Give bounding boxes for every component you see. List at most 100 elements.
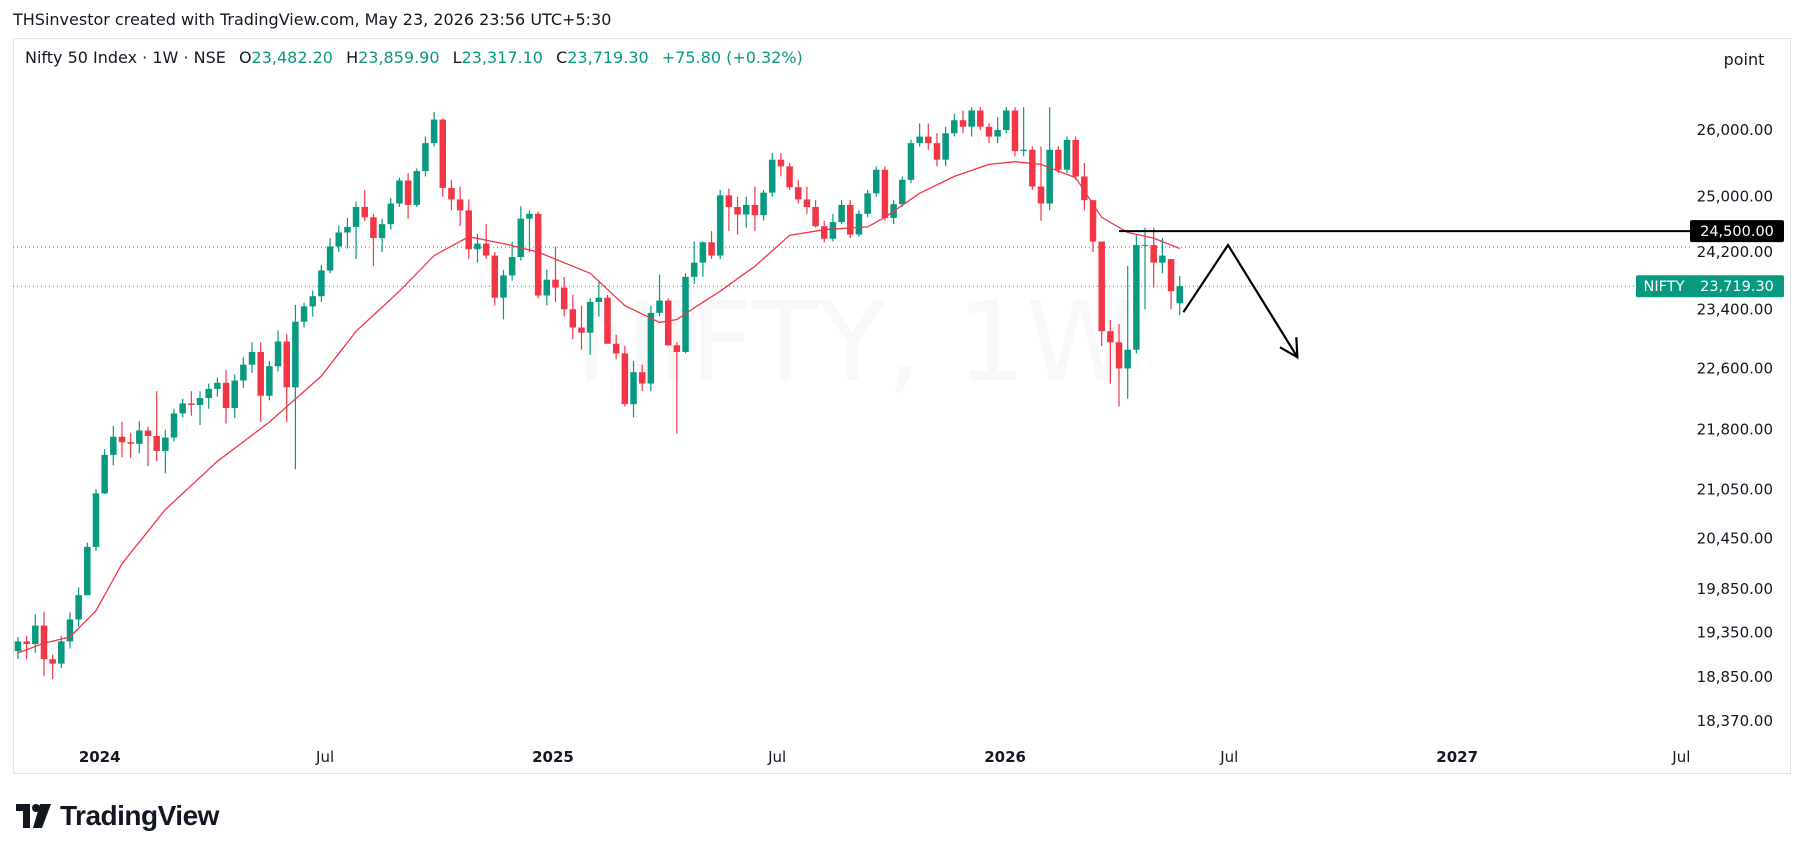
candle[interactable] (855, 210, 863, 237)
candle[interactable] (664, 298, 672, 346)
ohlc-legend[interactable]: Nifty 50 Index · 1W · NSE O23,482.20 H23… (25, 48, 803, 67)
candle[interactable] (768, 153, 776, 197)
candle[interactable] (231, 374, 238, 419)
candle[interactable] (578, 305, 585, 350)
candle[interactable] (569, 294, 577, 340)
symbol-info[interactable]: Nifty 50 Index · 1W · NSE (25, 48, 226, 67)
candle[interactable] (543, 269, 551, 306)
candle[interactable] (1176, 276, 1183, 316)
candle[interactable] (734, 196, 741, 235)
candle[interactable] (1159, 238, 1166, 274)
candle[interactable] (361, 189, 368, 221)
candle[interactable] (196, 391, 204, 426)
candle[interactable] (534, 211, 542, 299)
candle[interactable] (968, 107, 975, 137)
candle[interactable] (482, 224, 490, 260)
candle[interactable] (1029, 146, 1036, 190)
candle[interactable] (439, 118, 447, 197)
candle[interactable] (786, 163, 793, 190)
candle[interactable] (344, 217, 351, 249)
candle[interactable] (448, 179, 455, 211)
candle[interactable] (951, 113, 958, 137)
candle[interactable] (491, 252, 499, 306)
candle[interactable] (526, 210, 533, 253)
candle[interactable] (794, 179, 802, 204)
candle[interactable] (760, 189, 767, 221)
candle[interactable] (560, 276, 568, 317)
candle[interactable] (977, 107, 984, 130)
candle[interactable] (1020, 107, 1027, 157)
candle[interactable] (58, 636, 65, 669)
candle[interactable] (916, 123, 923, 147)
candle[interactable] (335, 225, 342, 253)
candle[interactable] (370, 213, 377, 267)
candle[interactable] (222, 369, 230, 424)
candle[interactable] (1072, 136, 1079, 180)
candle[interactable] (14, 636, 22, 660)
candle[interactable] (326, 238, 334, 274)
candle[interactable] (1141, 227, 1149, 310)
candle[interactable] (621, 345, 629, 407)
candle[interactable] (110, 425, 117, 466)
candle[interactable] (214, 377, 221, 397)
candle[interactable] (1089, 200, 1097, 253)
candle[interactable] (378, 218, 386, 253)
candle[interactable] (84, 542, 91, 596)
candle[interactable] (465, 199, 473, 260)
candle[interactable] (1167, 259, 1175, 310)
candle[interactable] (925, 123, 932, 150)
candle[interactable] (413, 168, 421, 207)
candle[interactable] (430, 111, 438, 147)
candle[interactable] (49, 654, 56, 679)
candle[interactable] (170, 408, 178, 442)
candle[interactable] (873, 166, 880, 197)
candle[interactable] (907, 139, 915, 184)
candle[interactable] (899, 176, 906, 207)
candle[interactable] (994, 116, 1001, 144)
candle[interactable] (803, 186, 811, 214)
candle[interactable] (1133, 234, 1140, 354)
candle[interactable] (153, 391, 160, 462)
candle[interactable] (404, 173, 412, 219)
candle[interactable] (630, 360, 637, 418)
candle[interactable] (1046, 107, 1053, 211)
candle[interactable] (266, 360, 273, 401)
candle[interactable] (985, 123, 993, 144)
candle[interactable] (92, 489, 100, 552)
candle[interactable] (690, 241, 698, 284)
unit-label[interactable]: point (1699, 42, 1789, 78)
candle[interactable] (552, 246, 559, 302)
candle[interactable] (300, 302, 308, 328)
candle[interactable] (1037, 146, 1045, 221)
candle[interactable] (274, 330, 282, 372)
candle[interactable] (1003, 107, 1010, 134)
candle[interactable] (1124, 266, 1131, 399)
candle[interactable] (75, 587, 82, 627)
candle[interactable] (647, 305, 655, 392)
candle[interactable] (396, 177, 403, 207)
candle[interactable] (118, 421, 126, 458)
candle[interactable] (248, 342, 256, 373)
candle[interactable] (508, 241, 516, 281)
candle[interactable] (959, 110, 967, 134)
candle[interactable] (1098, 241, 1105, 346)
candle[interactable] (144, 426, 152, 467)
candle[interactable] (847, 200, 854, 239)
candle[interactable] (595, 280, 603, 317)
candle[interactable] (517, 206, 525, 261)
candle[interactable] (500, 269, 507, 320)
candle[interactable] (205, 383, 212, 409)
candle[interactable] (586, 298, 594, 355)
candle[interactable] (699, 241, 707, 277)
candle[interactable] (162, 429, 169, 474)
candle[interactable] (751, 186, 759, 232)
candle[interactable] (1011, 107, 1019, 157)
candle[interactable] (127, 432, 134, 459)
candle[interactable] (352, 201, 360, 260)
candle[interactable] (821, 220, 828, 243)
candle[interactable] (257, 342, 264, 422)
candle[interactable] (638, 364, 646, 392)
candle[interactable] (1063, 136, 1071, 174)
candle[interactable] (240, 357, 247, 389)
candle[interactable] (1150, 227, 1157, 288)
